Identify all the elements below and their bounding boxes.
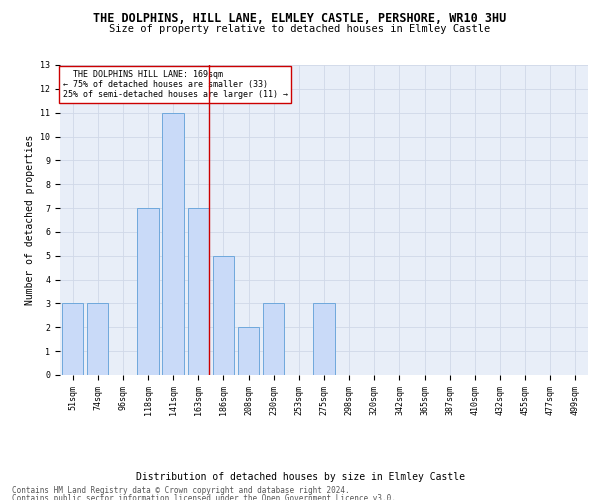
Bar: [62, 304, 83, 375]
Bar: [238, 328, 259, 375]
Text: Distribution of detached houses by size in Elmley Castle: Distribution of detached houses by size …: [136, 472, 464, 482]
Bar: [137, 208, 158, 375]
Text: THE DOLPHINS, HILL LANE, ELMLEY CASTLE, PERSHORE, WR10 3HU: THE DOLPHINS, HILL LANE, ELMLEY CASTLE, …: [94, 12, 506, 26]
Bar: [263, 304, 284, 375]
Bar: [87, 304, 109, 375]
Bar: [188, 208, 209, 375]
Bar: [213, 256, 234, 375]
Text: Contains HM Land Registry data © Crown copyright and database right 2024.: Contains HM Land Registry data © Crown c…: [12, 486, 350, 495]
Y-axis label: Number of detached properties: Number of detached properties: [25, 135, 35, 305]
Text: THE DOLPHINS HILL LANE: 169sqm  
← 75% of detached houses are smaller (33)
25% o: THE DOLPHINS HILL LANE: 169sqm ← 75% of …: [62, 70, 287, 100]
Bar: [313, 304, 335, 375]
Bar: [163, 112, 184, 375]
Text: Size of property relative to detached houses in Elmley Castle: Size of property relative to detached ho…: [109, 24, 491, 34]
Text: Contains public sector information licensed under the Open Government Licence v3: Contains public sector information licen…: [12, 494, 396, 500]
